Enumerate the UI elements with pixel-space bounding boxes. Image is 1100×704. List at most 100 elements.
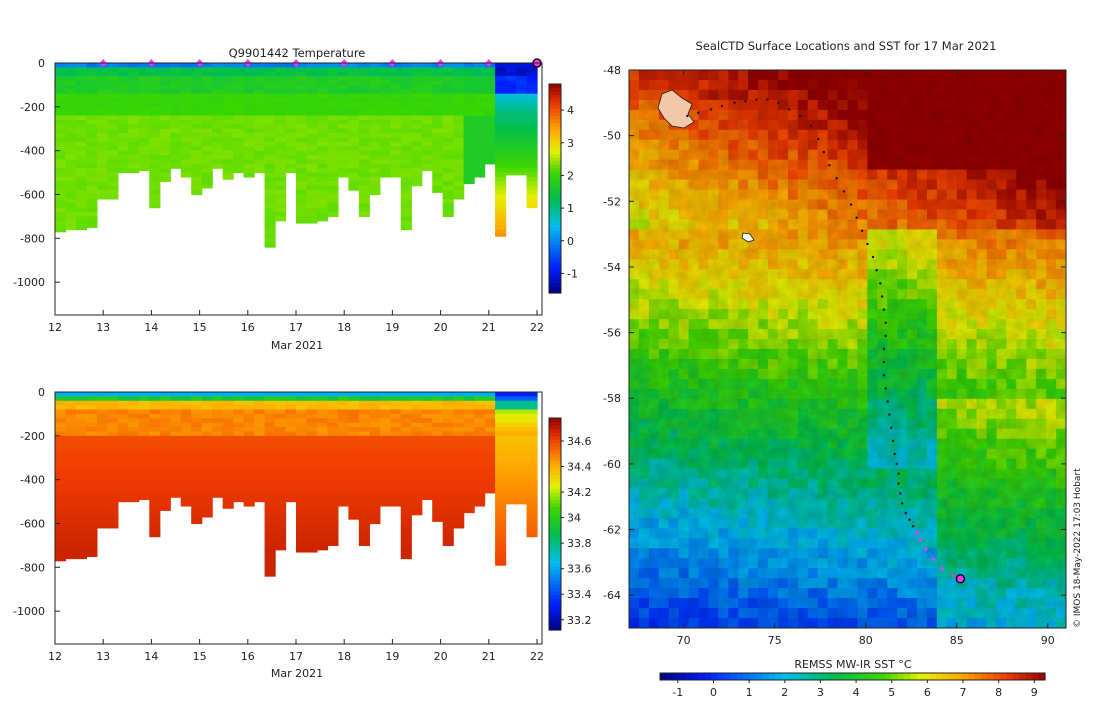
section-cell (202, 502, 213, 507)
section-cell (359, 405, 370, 410)
section-cell (97, 488, 108, 493)
section-cell (139, 164, 150, 169)
section-cell (474, 72, 485, 77)
section-cell (212, 458, 223, 463)
section-cell (317, 440, 328, 445)
section-cell (244, 168, 255, 173)
section-cell (453, 190, 464, 195)
section-cell (160, 133, 171, 138)
section-cell (191, 401, 202, 406)
section-cell (191, 431, 202, 436)
section-cell (327, 510, 338, 515)
section-cell (149, 155, 160, 160)
section-cell (191, 480, 202, 485)
section-cell (86, 98, 97, 103)
section-cell (401, 138, 412, 143)
section-cell (348, 173, 359, 178)
section-cell (244, 67, 255, 72)
section-cell (286, 94, 297, 99)
section-cell (244, 151, 255, 156)
section-cell (212, 484, 223, 489)
section-cell (296, 410, 307, 415)
section-cell (390, 418, 401, 423)
section-cell (55, 225, 66, 230)
section-cell (369, 440, 380, 445)
section-cell (296, 436, 307, 441)
section-cell (495, 203, 506, 208)
section-cell (244, 98, 255, 103)
section-cell (55, 221, 66, 226)
section-cell (527, 203, 538, 208)
section-cell (107, 467, 118, 472)
section-cell (265, 559, 276, 564)
section-cell (516, 146, 527, 151)
section-cell (149, 488, 160, 493)
colorbar-swatch (549, 443, 561, 447)
section-cell (286, 467, 297, 472)
section-cell (118, 94, 129, 99)
section-cell (191, 72, 202, 77)
section-cell (474, 418, 485, 423)
colorbar-tick-label: 33.4 (567, 588, 592, 601)
section-cell (527, 107, 538, 112)
section-cell (359, 173, 370, 178)
section-cell (432, 186, 443, 191)
section-cell (223, 462, 234, 467)
section-cell (275, 186, 286, 191)
section-cell (139, 431, 150, 436)
section-cell (107, 440, 118, 445)
section-cell (76, 76, 87, 81)
section-cell (380, 151, 391, 156)
section-cell (202, 72, 213, 77)
section-cell (390, 94, 401, 99)
section-cell (348, 120, 359, 125)
section-cell (265, 471, 276, 476)
section-cell (443, 151, 454, 156)
section-cell (348, 168, 359, 173)
section-cell (306, 181, 317, 186)
section-cell (223, 116, 234, 121)
section-cell (453, 94, 464, 99)
section-cell (97, 515, 108, 520)
section-cell (453, 401, 464, 406)
section-cell (495, 98, 506, 103)
section-cell (338, 440, 349, 445)
section-cell (275, 493, 286, 498)
section-cell (202, 129, 213, 134)
section-cell (139, 89, 150, 94)
section-cell (495, 537, 506, 542)
section-cell (327, 199, 338, 204)
section-cell (86, 89, 97, 94)
section-cell (86, 537, 97, 542)
section-cell (401, 554, 412, 559)
colorbar-tick-label: 4 (567, 104, 574, 117)
section-cell (128, 467, 139, 472)
section-cell (380, 159, 391, 164)
section-cell (485, 396, 496, 401)
section-cell (495, 541, 506, 546)
section-cell (149, 177, 160, 182)
section-cell (306, 85, 317, 90)
section-cell (160, 111, 171, 116)
section-cell (212, 81, 223, 86)
section-cell (390, 493, 401, 498)
section-cell (369, 445, 380, 450)
section-cell (76, 221, 87, 226)
section-cell (76, 453, 87, 458)
section-cell (139, 146, 150, 151)
section-cell (86, 484, 97, 489)
section-cell (55, 194, 66, 199)
section-cell (495, 221, 506, 226)
section-cell (464, 396, 475, 401)
section-cell (86, 502, 97, 507)
section-cell (149, 471, 160, 476)
colorbar-swatch (549, 471, 561, 475)
section-cell (139, 418, 150, 423)
section-cell (443, 159, 454, 164)
section-cell (97, 497, 108, 502)
section-cell (527, 124, 538, 129)
colorbar-swatch (549, 234, 561, 238)
colorbar-swatch (549, 94, 561, 98)
section-cell (359, 203, 370, 208)
